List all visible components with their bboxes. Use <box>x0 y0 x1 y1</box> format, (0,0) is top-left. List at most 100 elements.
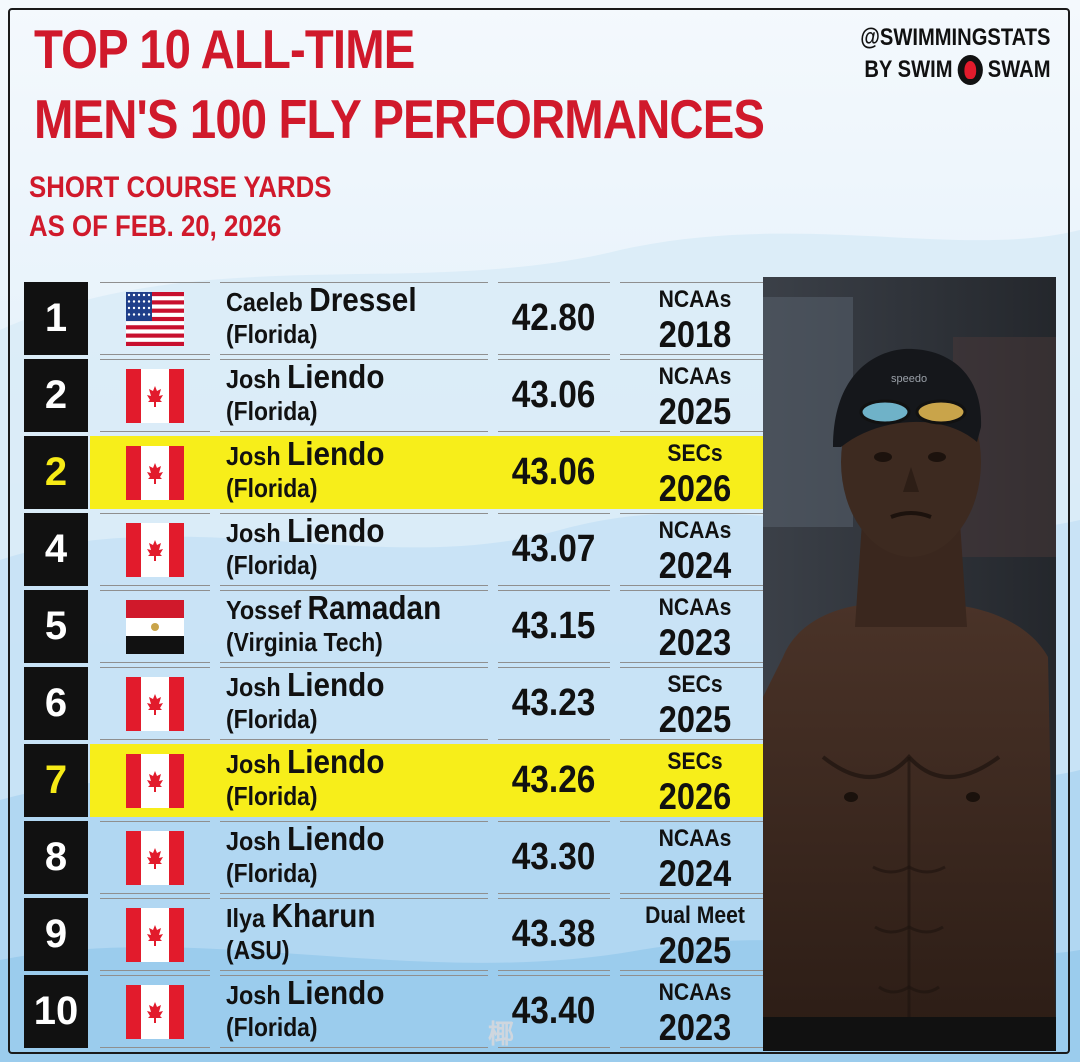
swimmer-name: Josh Liendo <box>226 745 384 781</box>
swimmer-cell: Josh Liendo (Florida) <box>220 513 488 586</box>
meet-name: SECs <box>667 440 723 467</box>
canada-flag-icon <box>126 753 184 808</box>
canada-flag-icon <box>126 907 184 962</box>
school: (Florida) <box>226 396 318 426</box>
school: (ASU) <box>226 935 290 965</box>
swimmer-photo: speedo <box>763 277 1056 1051</box>
cap-logo-text: speedo <box>891 373 927 385</box>
swim-time: 43.23 <box>512 682 596 724</box>
title-line-1: TOP 10 ALL-TIME <box>34 18 415 80</box>
swimmer-name: Josh Liendo <box>226 976 384 1012</box>
swimmer-illustration: speedo <box>763 277 1056 1051</box>
meet-name: NCAAs <box>658 517 732 544</box>
subtitle-line-1: SHORT COURSE YARDS <box>29 171 332 204</box>
last-name: Liendo <box>287 358 385 395</box>
table-row: 9 Ilya Kharun (ASU) 43.38 Dual Meet 2025 <box>24 896 770 973</box>
meet-cell: SECs 2026 <box>620 744 770 817</box>
swim-time: 43.15 <box>512 605 596 647</box>
swimmer-name: Josh Liendo <box>226 514 384 550</box>
flag-cell <box>100 898 210 971</box>
egypt-flag-icon <box>126 599 184 654</box>
last-name: Liendo <box>287 512 385 549</box>
first-name: Caeleb <box>226 287 303 317</box>
meet-cell: Dual Meet 2025 <box>620 898 770 971</box>
time-cell: 43.40 <box>498 975 610 1048</box>
canada-flag-icon <box>126 830 184 885</box>
school: (Virginia Tech) <box>226 627 383 657</box>
school: (Florida) <box>226 704 318 734</box>
meet-year: 2018 <box>658 314 732 355</box>
table-row: 5 Yossef Ramadan (Virginia Tech) 43.15 NCAAs… <box>24 588 770 665</box>
swim-time: 43.07 <box>512 528 596 570</box>
time-cell: 43.30 <box>498 821 610 894</box>
school: (Florida) <box>226 858 318 888</box>
time-cell: 43.38 <box>498 898 610 971</box>
school: (Florida) <box>226 1012 318 1042</box>
meet-name: NCAAs <box>658 825 732 852</box>
meet-year: 2025 <box>658 391 732 432</box>
first-name: Yossef <box>226 595 302 625</box>
table-row: 8 Josh Liendo (Florida) 43.30 NCAAs 2024 <box>24 819 770 896</box>
swimmer-cell: Josh Liendo (Florida) <box>220 975 488 1048</box>
table-row: 1 Caeleb Dressel (Florida) 42.80 NCAAs 2018 <box>24 280 770 357</box>
rank-number: 8 <box>24 821 88 894</box>
meet-year: 2023 <box>658 1007 732 1048</box>
brand-credit: @SWIMMINGSTATS BY SWIM SWAM <box>860 22 1050 86</box>
swim-time: 43.40 <box>512 990 596 1032</box>
swim-time: 43.26 <box>512 759 596 801</box>
meet-year: 2026 <box>658 776 732 817</box>
last-name: Liendo <box>287 435 385 472</box>
meet-year: 2026 <box>658 468 732 509</box>
meet-name: NCAAs <box>658 979 732 1006</box>
time-cell: 43.23 <box>498 667 610 740</box>
subtitle-line-2: AS OF FEB. 20, 2026 <box>29 210 282 243</box>
last-name: Liendo <box>287 666 385 703</box>
swim-time: 43.30 <box>512 836 596 878</box>
watermark: 椰 <box>488 1019 515 1049</box>
row-highlight <box>90 744 770 817</box>
swimmer-name: Josh Liendo <box>226 822 384 858</box>
meet-name: SECs <box>667 671 723 698</box>
canada-flag-icon <box>126 522 184 577</box>
last-name: Ramadan <box>307 589 442 626</box>
flag-cell <box>100 821 210 894</box>
flag-cell <box>100 513 210 586</box>
meet-cell: NCAAs 2018 <box>620 282 770 355</box>
flag-cell <box>100 282 210 355</box>
meet-cell: NCAAs 2024 <box>620 513 770 586</box>
poster-title: TOP 10 ALL-TIME MEN'S 100 FLY PERFORMANC… <box>34 14 765 154</box>
last-name: Dressel <box>309 281 417 318</box>
first-name: Ilya <box>226 903 266 933</box>
meet-year: 2023 <box>658 622 732 663</box>
rank-number: 2 <box>24 359 88 432</box>
first-name: Josh <box>226 364 281 394</box>
swimmer-name: Josh Liendo <box>226 360 384 396</box>
swimmer-name: Caeleb Dressel <box>226 283 417 319</box>
meet-cell: NCAAs 2023 <box>620 975 770 1048</box>
school: (Florida) <box>226 550 318 580</box>
meet-cell: NCAAs 2024 <box>620 821 770 894</box>
rank-number: 6 <box>24 667 88 740</box>
rank-number: 5 <box>24 590 88 663</box>
school: (Florida) <box>226 473 318 503</box>
rank-number: 9 <box>24 898 88 971</box>
canada-flag-icon <box>126 445 184 500</box>
title-line-2: MEN'S 100 FLY PERFORMANCES <box>34 88 765 150</box>
swimmer-cell: Josh Liendo (Florida) <box>220 436 488 509</box>
meet-cell: SECs 2026 <box>620 436 770 509</box>
canada-flag-icon <box>126 676 184 731</box>
flag-cell <box>100 975 210 1048</box>
last-name: Liendo <box>287 743 385 780</box>
swimmer-name: Josh Liendo <box>226 668 384 704</box>
school: (Florida) <box>226 781 318 811</box>
meet-cell: NCAAs 2025 <box>620 359 770 432</box>
first-name: Josh <box>226 672 281 702</box>
swimswam-logo-icon <box>957 55 983 85</box>
swimmer-cell: Caeleb Dressel (Florida) <box>220 282 488 355</box>
last-name: Kharun <box>271 897 376 934</box>
time-cell: 43.15 <box>498 590 610 663</box>
meet-name: Dual Meet <box>645 902 745 929</box>
swimmer-cell: Ilya Kharun (ASU) <box>220 898 488 971</box>
usa-flag-icon <box>126 291 184 346</box>
